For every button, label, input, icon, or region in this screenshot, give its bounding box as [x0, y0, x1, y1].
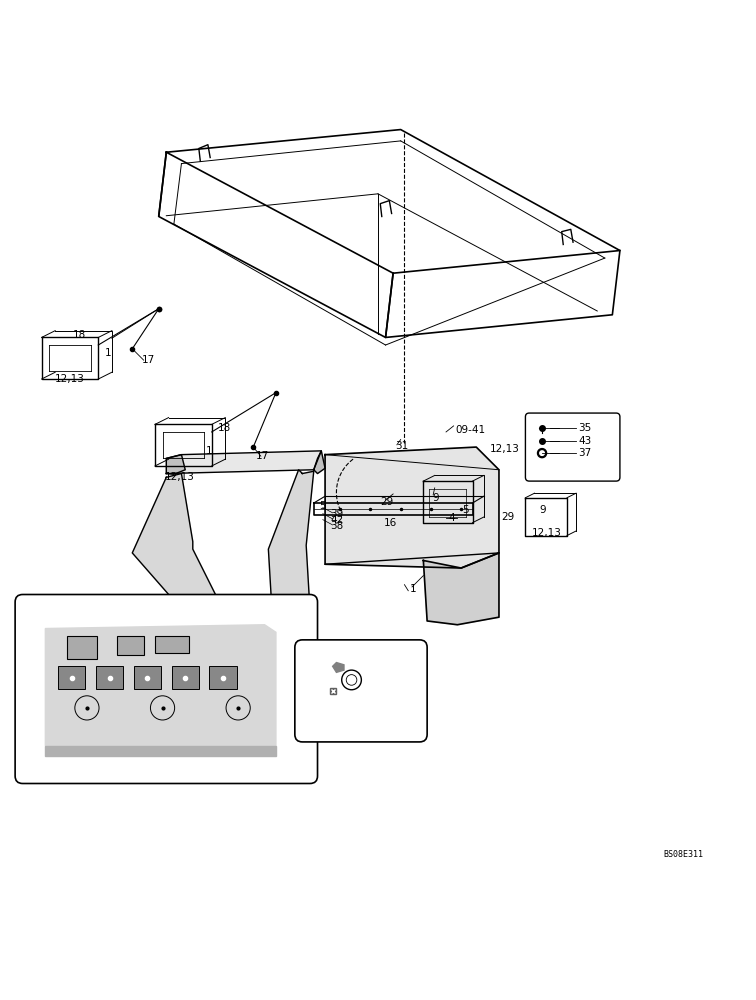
FancyBboxPatch shape — [295, 640, 427, 742]
Text: 5: 5 — [463, 505, 469, 515]
FancyBboxPatch shape — [15, 594, 318, 784]
Text: 18: 18 — [73, 330, 86, 340]
Polygon shape — [45, 625, 276, 746]
Bar — [67, 636, 97, 659]
Text: 18: 18 — [218, 423, 231, 433]
FancyBboxPatch shape — [525, 413, 620, 481]
Text: 44: 44 — [372, 675, 386, 685]
Circle shape — [540, 451, 544, 455]
Text: 21: 21 — [68, 644, 82, 654]
Text: 12,13: 12,13 — [490, 444, 520, 454]
Polygon shape — [166, 455, 185, 474]
Text: 31: 31 — [395, 441, 409, 451]
Text: 9: 9 — [540, 505, 547, 515]
Polygon shape — [325, 447, 499, 568]
Text: 12,13: 12,13 — [55, 374, 85, 384]
Bar — [172, 666, 199, 689]
Text: 29: 29 — [380, 497, 394, 507]
Text: 9: 9 — [432, 493, 439, 503]
Text: 38: 38 — [330, 521, 344, 531]
Text: 09-41: 09-41 — [456, 425, 486, 435]
Text: 20: 20 — [142, 648, 155, 658]
Text: 42: 42 — [330, 515, 344, 525]
Text: 4: 4 — [448, 513, 455, 523]
Polygon shape — [132, 474, 223, 617]
Text: 43: 43 — [578, 436, 592, 446]
Text: 29: 29 — [501, 512, 515, 522]
Polygon shape — [166, 451, 321, 474]
Text: BS08E311: BS08E311 — [663, 850, 703, 859]
Polygon shape — [333, 663, 344, 672]
Text: 23: 23 — [89, 637, 103, 647]
Text: 1: 1 — [104, 348, 111, 358]
Text: 17: 17 — [256, 451, 269, 461]
Polygon shape — [45, 746, 276, 756]
Polygon shape — [185, 606, 223, 617]
Circle shape — [538, 449, 547, 458]
Text: 39: 39 — [330, 509, 344, 519]
Text: 22: 22 — [142, 640, 156, 650]
Bar — [209, 666, 237, 689]
Polygon shape — [423, 553, 499, 625]
Text: 12,13: 12,13 — [531, 528, 562, 538]
Text: 17: 17 — [142, 355, 156, 365]
Polygon shape — [272, 606, 310, 617]
Text: 35: 35 — [578, 423, 592, 433]
Text: 5: 5 — [319, 501, 326, 511]
Text: 12,13: 12,13 — [165, 472, 195, 482]
Bar — [96, 666, 123, 689]
Bar — [58, 666, 85, 689]
Polygon shape — [314, 451, 325, 474]
Text: 36: 36 — [357, 667, 370, 677]
Text: 1: 1 — [206, 446, 212, 456]
Text: 32: 32 — [361, 692, 374, 702]
Bar — [155, 636, 189, 653]
Text: 16: 16 — [384, 518, 398, 528]
Polygon shape — [268, 470, 314, 617]
Text: 1: 1 — [410, 584, 417, 594]
Bar — [117, 636, 144, 655]
Text: 41: 41 — [338, 684, 352, 694]
Text: 37: 37 — [578, 448, 592, 458]
Bar — [134, 666, 161, 689]
